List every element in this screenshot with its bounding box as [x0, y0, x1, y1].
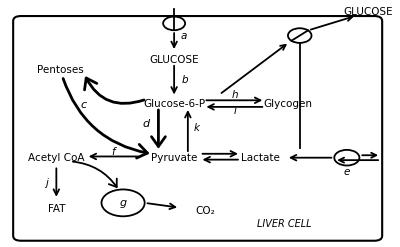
FancyBboxPatch shape: [13, 16, 382, 241]
Text: i: i: [234, 106, 236, 116]
Text: c: c: [81, 100, 87, 110]
FancyArrowPatch shape: [63, 79, 148, 158]
Text: Glucose-6-P: Glucose-6-P: [143, 99, 205, 109]
FancyArrowPatch shape: [84, 78, 144, 103]
Text: Lactate: Lactate: [241, 153, 280, 163]
Text: g: g: [120, 198, 127, 208]
Text: Acetyl CoA: Acetyl CoA: [28, 153, 84, 163]
Text: GLUCOSE: GLUCOSE: [149, 55, 199, 65]
Text: e: e: [344, 167, 350, 177]
Text: Glycogen: Glycogen: [264, 99, 312, 109]
Text: Pentoses: Pentoses: [37, 65, 84, 75]
Text: h: h: [232, 90, 238, 100]
Text: j: j: [45, 178, 48, 188]
Text: f: f: [112, 147, 115, 157]
Text: k: k: [194, 124, 200, 133]
Text: CO₂: CO₂: [196, 206, 216, 216]
Text: a: a: [181, 31, 187, 41]
FancyArrowPatch shape: [73, 162, 117, 187]
Text: b: b: [182, 75, 188, 85]
Text: Pyruvate: Pyruvate: [151, 153, 197, 163]
Text: FAT: FAT: [48, 204, 65, 214]
Text: LIVER CELL: LIVER CELL: [257, 219, 311, 229]
FancyArrowPatch shape: [152, 110, 165, 146]
Text: GLUCOSE: GLUCOSE: [344, 7, 393, 17]
Text: d: d: [142, 119, 150, 128]
